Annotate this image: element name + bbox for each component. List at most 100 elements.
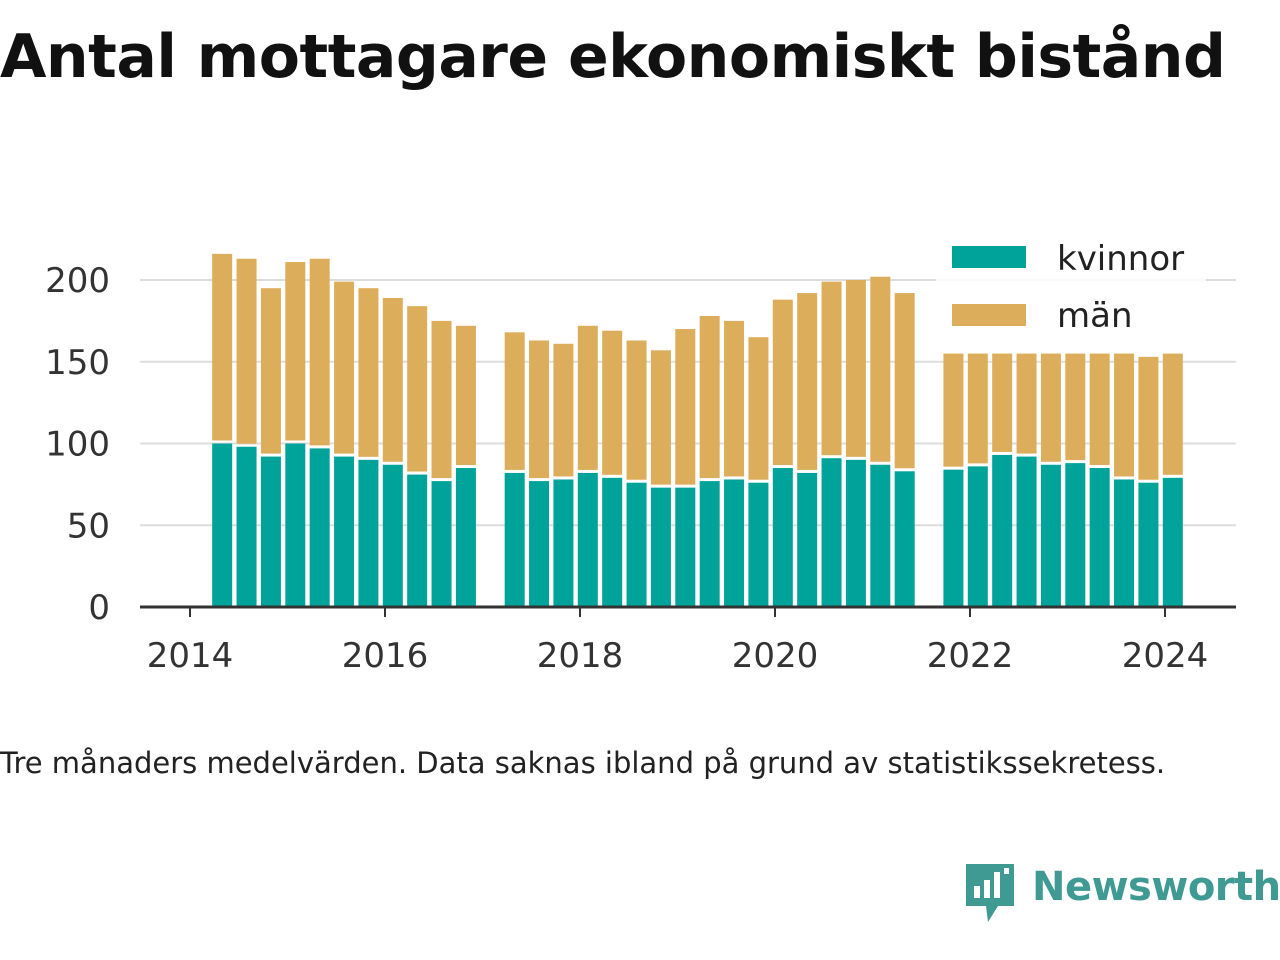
- bar-kvinnor: [797, 472, 818, 607]
- y-tick-label: 100: [45, 425, 110, 465]
- bar-man: [309, 258, 330, 446]
- bar-man: [894, 293, 915, 469]
- legend-swatch-man: [952, 304, 1026, 326]
- bar-man: [797, 293, 818, 470]
- bar-man: [529, 340, 550, 479]
- x-tick-label: 2022: [927, 636, 1014, 676]
- bar-man: [845, 280, 866, 457]
- bar-chart: 2014 2016 2018 2020 2022 2024 0 50 100 150 200 kv…: [45, 232, 1236, 676]
- bar-kvinnor: [431, 481, 452, 607]
- bar-kvinnor: [358, 459, 379, 607]
- y-tick-label: 200: [45, 261, 110, 301]
- x-tick-label: 2018: [537, 636, 624, 676]
- bar-man: [675, 329, 696, 485]
- bar-kvinnor: [309, 448, 330, 607]
- bar-man: [382, 297, 403, 462]
- bar-kvinnor: [675, 487, 696, 607]
- bar-man: [358, 288, 379, 457]
- bar-man: [724, 320, 745, 477]
- bar-kvinnor: [285, 443, 306, 607]
- bar-man: [455, 325, 476, 466]
- bar-kvinnor: [870, 464, 891, 607]
- bar-man: [992, 353, 1013, 452]
- bar-man: [212, 253, 233, 441]
- bar-man: [699, 315, 720, 479]
- bar-kvinnor: [967, 466, 988, 607]
- bar-man: [821, 281, 842, 456]
- bar-man: [577, 325, 598, 470]
- bar-man: [1089, 353, 1110, 466]
- bar-man: [626, 340, 647, 480]
- bar-kvinnor: [1016, 456, 1037, 607]
- bar-man: [943, 353, 964, 467]
- bar-kvinnor: [1040, 464, 1061, 607]
- y-tick-label: 0: [88, 588, 110, 628]
- brand-name: Newsworthy: [1032, 864, 1280, 910]
- bar-kvinnor: [1114, 479, 1135, 607]
- bar-man: [1016, 353, 1037, 454]
- legend-label-man: män: [1057, 296, 1133, 336]
- x-tick-label: 2014: [147, 636, 234, 676]
- bar-kvinnor: [748, 482, 769, 607]
- bar-kvinnor: [650, 487, 671, 607]
- bar-kvinnor: [236, 446, 257, 607]
- bar-kvinnor: [626, 482, 647, 607]
- bar-kvinnor: [212, 443, 233, 607]
- x-tick-label: 2024: [1122, 636, 1209, 676]
- x-tick-label: 2016: [342, 636, 429, 676]
- bar-man: [553, 343, 574, 477]
- bar-kvinnor: [260, 456, 281, 607]
- bar-kvinnor: [943, 469, 964, 607]
- bar-kvinnor: [699, 481, 720, 607]
- bar-man: [1040, 353, 1061, 462]
- bar-kvinnor: [1065, 463, 1086, 607]
- bar-kvinnor: [334, 456, 355, 607]
- bar-man: [285, 262, 306, 441]
- bar-kvinnor: [894, 471, 915, 607]
- bar-kvinnor: [577, 472, 598, 607]
- bar-kvinnor: [407, 474, 428, 607]
- chart-footnote: Tre månaders medelvärden. Data saknas ib…: [0, 746, 1166, 780]
- bar-kvinnor: [529, 481, 550, 607]
- bar-man: [431, 320, 452, 479]
- bar-man: [1114, 353, 1135, 477]
- bar-man: [1162, 353, 1183, 475]
- bar-man: [407, 306, 428, 472]
- legend: kvinnor män: [936, 232, 1206, 344]
- bar-man: [772, 299, 793, 466]
- bar-kvinnor: [602, 477, 623, 607]
- bar-kvinnor: [1162, 477, 1183, 607]
- bar-kvinnor: [772, 468, 793, 607]
- bar-kvinnor: [504, 472, 525, 607]
- bar-man: [1138, 356, 1159, 480]
- bar-man: [236, 258, 257, 444]
- bar-man: [334, 281, 355, 454]
- legend-label-kvinnor: kvinnor: [1057, 239, 1184, 279]
- bar-kvinnor: [553, 479, 574, 607]
- newsworthy-logo-icon: [966, 864, 1014, 922]
- bar-man: [870, 276, 891, 462]
- bar-kvinnor: [845, 459, 866, 607]
- bar-kvinnor: [724, 479, 745, 607]
- bar-man: [1065, 353, 1086, 461]
- legend-swatch-kvinnor: [952, 246, 1026, 268]
- y-axis-labels: 0 50 100 150 200: [45, 261, 110, 628]
- bars: [212, 253, 1183, 607]
- bar-man: [650, 350, 671, 485]
- bar-kvinnor: [992, 454, 1013, 607]
- bar-kvinnor: [1089, 468, 1110, 607]
- y-tick-label: 150: [45, 343, 110, 383]
- bar-man: [748, 337, 769, 480]
- x-axis-ticks: 2014 2016 2018 2020 2022 2024: [147, 607, 1209, 676]
- x-tick-label: 2020: [732, 636, 819, 676]
- bar-kvinnor: [1138, 482, 1159, 607]
- y-tick-label: 50: [67, 506, 110, 546]
- bar-kvinnor: [455, 468, 476, 607]
- page-title: Antal mottagare ekonomiskt bistånd: [0, 22, 1226, 92]
- bar-kvinnor: [821, 458, 842, 607]
- bar-man: [504, 332, 525, 470]
- bar-man: [967, 353, 988, 464]
- bar-man: [260, 288, 281, 454]
- bar-man: [602, 330, 623, 475]
- brand-logo: Newsworthy: [964, 862, 1280, 926]
